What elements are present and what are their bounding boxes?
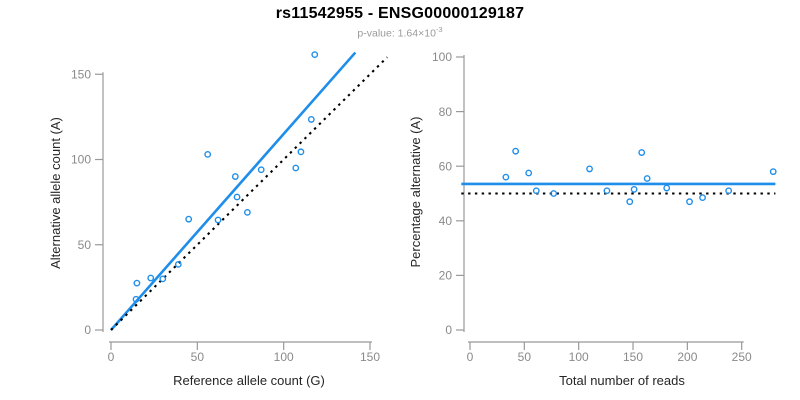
plot-subtitle: p-value: 1.64×10-3 xyxy=(0,25,800,40)
data-point xyxy=(132,295,140,303)
fitted-proportion-line xyxy=(110,51,357,331)
y-tick-label: 40 xyxy=(439,214,453,228)
data-point xyxy=(311,51,319,59)
data-point xyxy=(725,187,733,195)
data-point xyxy=(159,275,167,283)
right-y-axis-title: Percentage alternative (A) xyxy=(408,116,423,267)
x-tick-label: 0 xyxy=(467,350,474,364)
data-point xyxy=(297,148,305,156)
identity-line xyxy=(110,56,388,331)
data-point xyxy=(292,164,300,172)
data-point xyxy=(550,190,558,197)
x-tick-label: 50 xyxy=(518,350,532,364)
data-point xyxy=(586,165,593,173)
data-point xyxy=(147,274,155,282)
y-tick-label: 100 xyxy=(432,50,452,64)
data-point xyxy=(174,260,182,268)
right-chart-percentage: 0 50 100 150 200 250 0 20 40 60 80 100 xyxy=(432,50,777,364)
y-tick-label: 60 xyxy=(439,159,453,173)
left-y-axis-title: Alternative allele count (A) xyxy=(48,117,63,269)
left-chart-allele-counts: 0 50 100 150 0 50 100 150 xyxy=(71,51,388,364)
y-tick-label: 150 xyxy=(71,67,91,81)
data-point xyxy=(244,208,251,216)
plot-title: rs11542955 - ENSG00000129187 xyxy=(275,5,525,22)
x-tick-label: 250 xyxy=(732,350,752,364)
data-point xyxy=(231,173,239,180)
data-point xyxy=(663,184,671,192)
data-point xyxy=(233,193,241,201)
data-point xyxy=(699,194,706,201)
y-tick-label: 20 xyxy=(439,269,453,283)
data-point xyxy=(257,166,265,174)
x-tick-label: 150 xyxy=(623,350,643,364)
data-point xyxy=(686,198,693,206)
x-tick-label: 100 xyxy=(569,350,589,364)
data-point xyxy=(512,147,520,155)
x-tick-label: 50 xyxy=(191,350,205,364)
x-tick-label: 200 xyxy=(677,350,697,364)
pvalue-text: p-value: 1.64×10 xyxy=(357,27,436,40)
data-point xyxy=(638,149,646,156)
data-point xyxy=(532,187,540,195)
data-point xyxy=(204,150,212,158)
data-point xyxy=(630,186,638,193)
data-point xyxy=(525,169,533,177)
data-point xyxy=(307,116,315,123)
pvalue-exponent: -3 xyxy=(435,25,443,34)
data-point xyxy=(185,215,193,223)
y-tick-label: 0 xyxy=(445,323,452,337)
data-point xyxy=(603,187,611,195)
x-tick-label: 100 xyxy=(274,350,294,364)
data-point xyxy=(643,175,651,182)
y-tick-label: 80 xyxy=(439,105,453,119)
data-point xyxy=(769,168,777,176)
left-x-axis-title: Reference allele count (G) xyxy=(173,373,325,388)
data-point xyxy=(133,279,141,287)
right-x-axis-title: Total number of reads xyxy=(559,373,685,388)
y-tick-label: 50 xyxy=(78,238,92,252)
data-point xyxy=(214,216,222,224)
y-tick-label: 0 xyxy=(84,323,91,337)
data-point xyxy=(626,198,634,206)
y-tick-label: 100 xyxy=(71,153,91,167)
data-point xyxy=(502,173,510,181)
x-tick-label: 0 xyxy=(108,350,115,364)
x-tick-label: 150 xyxy=(360,350,380,364)
